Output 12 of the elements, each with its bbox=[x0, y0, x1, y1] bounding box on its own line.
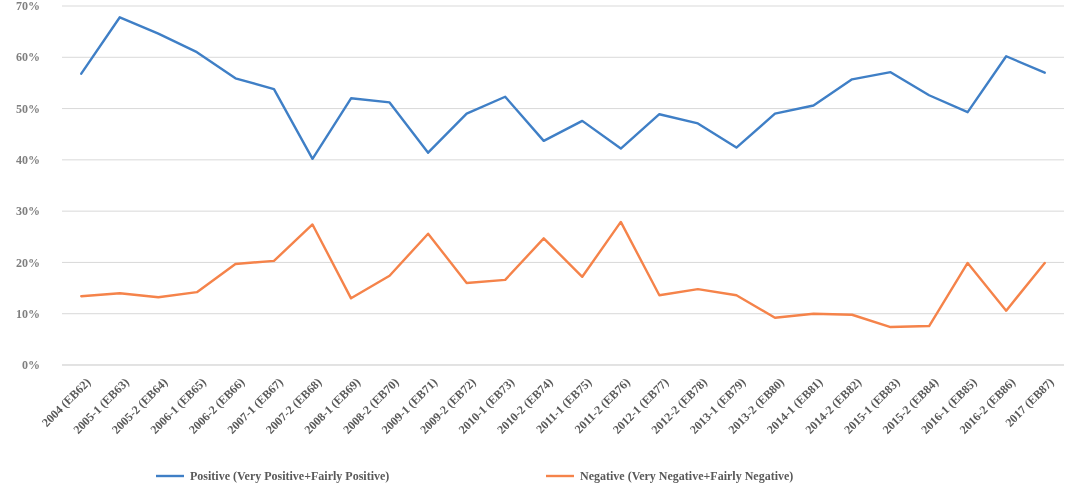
y-tick-label: 0% bbox=[22, 358, 40, 373]
y-tick-label: 10% bbox=[16, 306, 40, 321]
line-series bbox=[80, 220, 1046, 329]
y-tick-label: 40% bbox=[16, 153, 40, 168]
legend-label: Negative (Very Negative+Fairly Negative) bbox=[580, 469, 794, 483]
y-tick-label: 50% bbox=[16, 101, 40, 116]
y-tick-label: 70% bbox=[16, 0, 40, 14]
legend-label: Positive (Very Positive+Fairly Positive) bbox=[190, 469, 390, 483]
y-tick-label: 30% bbox=[16, 204, 40, 219]
y-tick-label: 60% bbox=[16, 50, 40, 65]
line-series bbox=[80, 16, 1046, 161]
y-tick-label: 20% bbox=[16, 255, 40, 270]
